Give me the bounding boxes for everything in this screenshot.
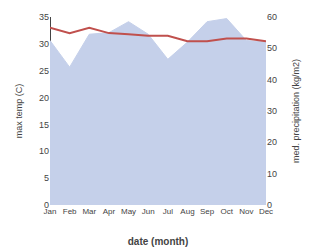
svg-text:med. precipitation (kg/m2): med. precipitation (kg/m2) — [291, 59, 301, 163]
svg-text:date (month): date (month) — [128, 236, 189, 247]
svg-text:0: 0 — [267, 200, 272, 210]
svg-text:Aug: Aug — [180, 207, 194, 216]
svg-text:10: 10 — [39, 146, 49, 156]
svg-text:Nov: Nov — [239, 207, 253, 216]
svg-text:20: 20 — [267, 137, 277, 147]
svg-text:35: 35 — [39, 12, 49, 22]
svg-text:5: 5 — [44, 173, 49, 183]
svg-text:May: May — [121, 207, 136, 216]
svg-text:25: 25 — [39, 66, 49, 76]
svg-text:15: 15 — [39, 120, 49, 130]
svg-text:Jun: Jun — [142, 207, 155, 216]
svg-text:20: 20 — [39, 93, 49, 103]
svg-text:0: 0 — [44, 200, 49, 210]
svg-text:max temp (C): max temp (C) — [14, 84, 24, 139]
svg-text:Sep: Sep — [200, 207, 215, 216]
svg-text:Jan: Jan — [44, 207, 57, 216]
svg-text:Apr: Apr — [103, 207, 116, 216]
svg-text:Dec: Dec — [259, 207, 273, 216]
svg-text:40: 40 — [267, 75, 277, 85]
svg-text:Jul: Jul — [163, 207, 173, 216]
svg-text:Feb: Feb — [63, 207, 77, 216]
svg-text:Mar: Mar — [82, 207, 96, 216]
svg-text:60: 60 — [267, 12, 277, 22]
svg-text:10: 10 — [267, 169, 277, 179]
svg-text:50: 50 — [267, 43, 277, 53]
svg-text:Oct: Oct — [221, 207, 234, 216]
svg-text:30: 30 — [39, 39, 49, 49]
svg-text:30: 30 — [267, 106, 277, 116]
